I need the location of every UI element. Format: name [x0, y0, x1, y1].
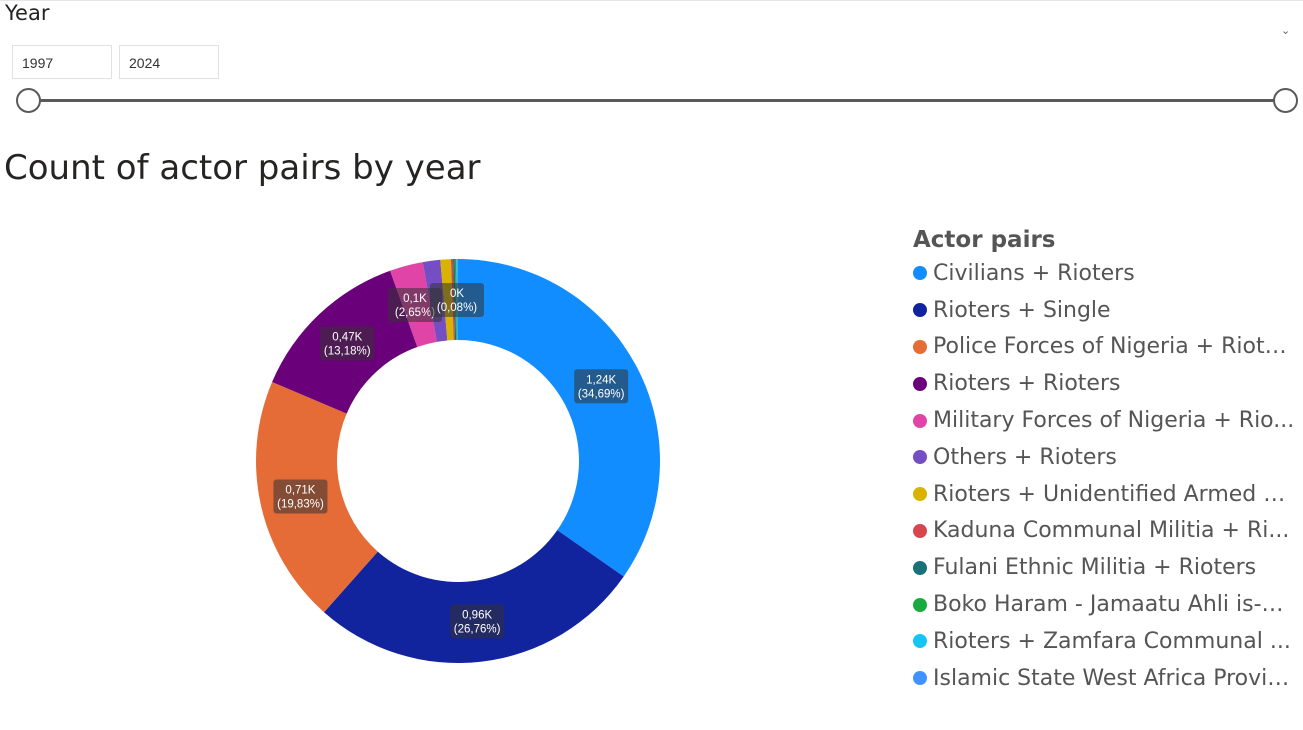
legend-dot-icon: [913, 634, 927, 649]
legend-label: Fulani Ethnic Militia + Rioters: [933, 555, 1257, 581]
legend-label: Boko Haram - Jamaatu Ahli is-S...: [933, 592, 1295, 618]
legend-label: Rioters + Zamfara Communal ...: [933, 628, 1291, 654]
legend-label: Kaduna Communal Militia + Ri...: [933, 518, 1290, 544]
chart-title: Count of actor pairs by year: [4, 148, 481, 188]
legend: Actor pairs Civilians + Rioters Rioters +…: [913, 227, 1298, 697]
legend-item-6[interactable]: Rioters + Unidentified Armed G...: [913, 476, 1298, 513]
legend-label: Police Forces of Nigeria + Rioters: [933, 334, 1295, 360]
legend-item-10[interactable]: Rioters + Zamfara Communal ...: [913, 623, 1298, 660]
legend-item-5[interactable]: Others + Rioters: [913, 439, 1298, 476]
svg-text:(0,08%): (0,08%): [437, 302, 477, 314]
legend-label: Others + Rioters: [933, 444, 1117, 470]
legend-item-0[interactable]: Civilians + Rioters: [913, 255, 1298, 292]
svg-text:(2,65%): (2,65%): [395, 307, 435, 319]
slice-1[interactable]: [324, 530, 624, 663]
chevron-down-icon[interactable]: ⌄: [1281, 24, 1291, 37]
slider-handle-start[interactable]: [16, 88, 41, 113]
legend-label: Rioters + Single: [933, 297, 1111, 323]
legend-item-11[interactable]: Islamic State West Africa Provin...: [913, 660, 1298, 697]
legend-item-3[interactable]: Rioters + Rioters: [913, 365, 1298, 402]
data-label-1: 0,96K (26,76%): [450, 604, 505, 639]
year-slider-track[interactable]: [28, 99, 1286, 102]
svg-text:(34,69%): (34,69%): [578, 388, 625, 400]
svg-text:0,71K: 0,71K: [285, 485, 315, 497]
end-year-input[interactable]: 2024: [119, 45, 219, 79]
data-label-10: 0K (0,08%): [430, 283, 484, 317]
legend-item-8[interactable]: Fulani Ethnic Militia + Rioters: [913, 549, 1298, 586]
legend-item-9[interactable]: Boko Haram - Jamaatu Ahli is-S...: [913, 586, 1298, 623]
legend-dot-icon: [913, 487, 927, 502]
svg-text:0,1K: 0,1K: [403, 293, 427, 305]
legend-item-4[interactable]: Military Forces of Nigeria + Rio...: [913, 402, 1298, 439]
svg-text:0,96K: 0,96K: [462, 609, 492, 621]
donut-chart: 1,24K(34,69%)0,96K(26,76%)0,71K(19,83%)0…: [256, 259, 660, 663]
legend-dot-icon: [913, 560, 927, 575]
legend-item-7[interactable]: Kaduna Communal Militia + Ri...: [913, 513, 1298, 550]
slider-handle-end[interactable]: [1273, 88, 1298, 113]
legend-label: Rioters + Unidentified Armed G...: [933, 481, 1295, 507]
legend-dot-icon: [913, 523, 927, 538]
legend-dot-icon: [913, 671, 927, 686]
legend-label: Military Forces of Nigeria + Rio...: [933, 408, 1295, 434]
svg-text:0,47K: 0,47K: [332, 331, 362, 343]
legend-label: Rioters + Rioters: [933, 371, 1121, 397]
svg-text:0K: 0K: [450, 288, 464, 300]
legend-title: Actor pairs: [913, 227, 1056, 253]
top-divider: [0, 0, 1303, 1]
legend-item-1[interactable]: Rioters + Single: [913, 292, 1298, 329]
legend-label: Civilians + Rioters: [933, 260, 1135, 286]
data-label-3: 0,47K (13,18%): [320, 326, 375, 361]
legend-dot-icon: [913, 339, 927, 354]
svg-text:(13,18%): (13,18%): [324, 345, 371, 357]
slice-0[interactable]: [458, 259, 660, 577]
data-label-2: 0,71K (19,83%): [273, 479, 328, 514]
legend-label: Islamic State West Africa Provin...: [933, 665, 1295, 691]
data-label-4: 0,1K (2,65%): [388, 288, 442, 322]
legend-dot-icon: [913, 450, 927, 465]
data-label-0: 1,24K (34,69%): [574, 369, 629, 404]
legend-dot-icon: [913, 413, 927, 428]
legend-dot-icon: [913, 266, 927, 281]
slicer-title: Year: [5, 1, 50, 25]
legend-dot-icon: [913, 597, 927, 612]
svg-text:(19,83%): (19,83%): [277, 499, 324, 511]
legend-dot-icon: [913, 303, 927, 318]
legend-item-2[interactable]: Police Forces of Nigeria + Rioters: [913, 329, 1298, 366]
start-year-input[interactable]: 1997: [12, 45, 112, 79]
legend-dot-icon: [913, 376, 927, 391]
svg-text:(26,76%): (26,76%): [454, 623, 501, 635]
svg-text:1,24K: 1,24K: [586, 374, 616, 386]
